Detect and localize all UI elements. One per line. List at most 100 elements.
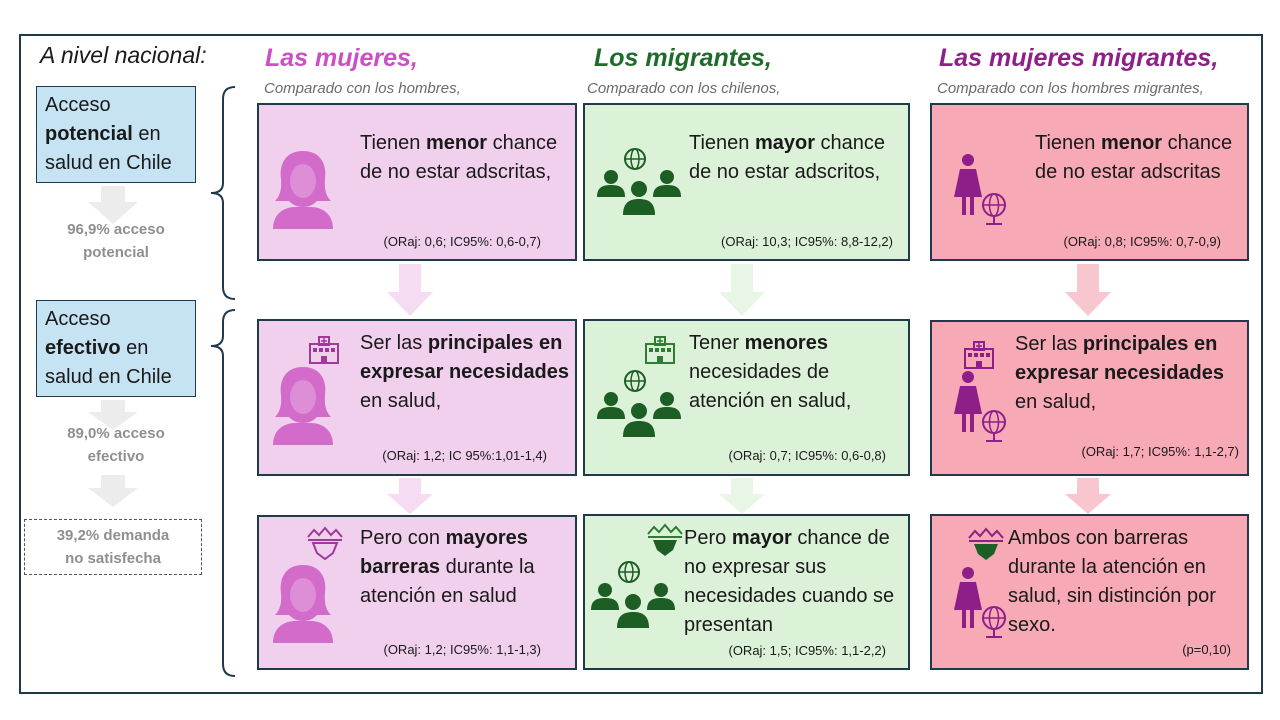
stat-line: 96,9% acceso <box>67 221 165 238</box>
text-pre: Pero <box>684 527 732 549</box>
down-arrow-icon <box>1065 478 1111 514</box>
card-mujeres-migrantes-barreras: Ambos con barreras durante la atención e… <box>930 514 1249 670</box>
stage-line: Acceso <box>45 308 111 330</box>
card-text: Tienen mayor chance de no estar adscrito… <box>689 129 899 187</box>
stat-line: no satisfecha <box>65 550 161 567</box>
brace-efectivo <box>210 309 236 677</box>
stat-demanda-no-satisfecha: 39,2% demanda no satisfecha <box>24 519 202 575</box>
text-post: necesidades de atención en salud, <box>689 361 852 412</box>
text-bold: principales en expresar necesidades <box>1015 333 1225 384</box>
stat-line: 89,0% acceso <box>67 425 165 442</box>
group-globe-icon <box>591 561 675 628</box>
down-arrow-icon <box>387 478 433 514</box>
stat-line: 39,2% demanda <box>56 527 170 544</box>
card-text: Pero mayor chance de no expresar sus nec… <box>684 524 909 640</box>
woman-icon <box>273 151 333 229</box>
card-mujeres-barreras: Pero con mayores barreras durante la ate… <box>257 515 577 670</box>
text-post: chance de no estar adscritos, <box>689 132 886 183</box>
woman-globe-icon <box>954 371 1006 442</box>
stage-acceso-efectivo: Acceso efectivo en salud en Chile <box>36 300 196 397</box>
text-pre: Ser las <box>360 332 428 354</box>
subtitle-mujeres: Comparado con los hombres, <box>264 80 461 97</box>
text-pre: Tienen <box>1035 132 1101 154</box>
stage-line: potencial en <box>45 120 187 149</box>
card-stats: (p=0,10) <box>1182 642 1231 657</box>
stage-line: Acceso <box>45 94 111 116</box>
subtitle-migrantes: Comparado con los chilenos, <box>587 80 781 97</box>
text-post: Ambos con barreras durante la atención e… <box>1008 527 1216 636</box>
card-stats: (ORaj: 1,2; IC 95%:1,01-1,4) <box>382 448 547 463</box>
card-text: Tienen menor chance de no estar adscrita… <box>360 129 570 187</box>
card-stats: (ORaj: 0,6; IC95%: 0,6-0,7) <box>383 234 541 249</box>
title-mujeres-migrantes: Las mujeres migrantes, <box>939 44 1219 72</box>
text-pre: Tienen <box>689 132 755 154</box>
down-arrow-icon <box>88 400 138 430</box>
card-migrantes-necesidades: Tener menores necesidades de atención en… <box>583 319 910 476</box>
card-mujeres-necesidades: Ser las principales en expresar necesida… <box>257 319 577 476</box>
text-bold: menor <box>1100 132 1163 154</box>
stage-line: salud en Chile <box>45 366 172 388</box>
stat-line: potencial <box>83 244 149 261</box>
stat-acceso-efectivo: 89,0% acceso efectivo <box>36 422 196 468</box>
text-bold: principales en expresar necesidades <box>360 332 570 383</box>
card-text: Ser las principales en expresar necesida… <box>360 329 570 416</box>
card-stats: (ORaj: 10,3; IC95%: 8,8-12,2) <box>721 234 893 249</box>
outer-frame <box>19 34 1263 694</box>
group-globe-icon <box>597 148 681 215</box>
stage-acceso-potencial: Acceso potencial en salud en Chile <box>36 86 196 183</box>
down-arrow-icon <box>88 475 138 507</box>
text-pre: Ser las <box>1015 333 1083 355</box>
card-stats: (ORaj: 0,8; IC95%: 0,7-0,9) <box>1063 234 1221 249</box>
down-arrow-icon <box>1065 264 1111 316</box>
stage-rest: en <box>132 123 161 145</box>
stage-line: salud en Chile <box>45 152 172 174</box>
card-stats: (ORaj: 0,7; IC95%: 0,6-0,8) <box>728 448 886 463</box>
text-bold: mayor <box>754 132 815 154</box>
text-post: durante la atención en salud <box>360 556 535 607</box>
down-arrow-icon <box>88 186 138 224</box>
woman-globe-icon <box>954 154 1006 225</box>
stage-rest: en <box>120 337 149 359</box>
text-pre: Pero con <box>360 527 446 549</box>
woman-icon <box>273 565 333 643</box>
title-migrantes: Los migrantes, <box>594 44 772 72</box>
text-pre: Tener <box>689 332 745 354</box>
stat-line: efectivo <box>87 448 145 465</box>
woman-globe-icon <box>954 567 1006 638</box>
title-mujeres: Las mujeres, <box>265 44 418 72</box>
stage-bold: potencial <box>45 123 133 145</box>
down-arrow-icon <box>719 264 765 316</box>
text-post: chance de no estar adscritas <box>1035 132 1233 183</box>
brace-potencial <box>210 86 236 300</box>
stage-bold: efectivo <box>45 337 121 359</box>
hospital-icon <box>964 341 994 369</box>
text-post: en salud, <box>360 390 442 412</box>
subtitle-mujeres-migrantes: Comparado con los hombres migrantes, <box>937 80 1204 97</box>
card-stats: (ORaj: 1,2; IC95%: 1,1-1,3) <box>383 642 541 657</box>
card-text: Ambos con barreras durante la atención e… <box>1008 524 1243 640</box>
card-mujeres-migrantes-necesidades: Ser las principales en expresar necesida… <box>930 320 1249 476</box>
card-text: Tienen menor chance de no estar adscrita… <box>1035 129 1235 187</box>
woman-icon <box>273 367 333 445</box>
text-post: en salud, <box>1015 391 1097 413</box>
card-text: Ser las principales en expresar necesida… <box>1015 330 1235 417</box>
header-nacional: A nivel nacional: <box>40 42 207 68</box>
text-bold: mayores barreras <box>360 527 528 578</box>
text-bold: menores <box>744 332 828 354</box>
hospital-icon <box>309 336 339 364</box>
text-pre: Tienen <box>360 132 426 154</box>
hospital-icon <box>645 336 675 364</box>
card-text: Tener menores necesidades de atención en… <box>689 329 904 416</box>
card-mujeres-migrantes-adscripcion: Tienen menor chance de no estar adscrita… <box>930 103 1249 261</box>
barrier-icon <box>968 527 1004 560</box>
card-stats: (ORaj: 1,5; IC95%: 1,1-2,2) <box>728 643 886 658</box>
down-arrow-icon <box>387 264 433 316</box>
stage-line: efectivo en <box>45 334 187 363</box>
text-post: chance de no estar adscritas, <box>360 132 558 183</box>
barrier-icon <box>307 526 343 561</box>
text-post: chance de no expresar sus necesidades cu… <box>684 527 895 636</box>
group-globe-icon <box>597 370 681 437</box>
barrier-icon <box>647 523 683 556</box>
card-text: Pero con mayores barreras durante la ate… <box>360 524 575 611</box>
card-mujeres-adscripcion: Tienen menor chance de no estar adscrita… <box>257 103 577 261</box>
